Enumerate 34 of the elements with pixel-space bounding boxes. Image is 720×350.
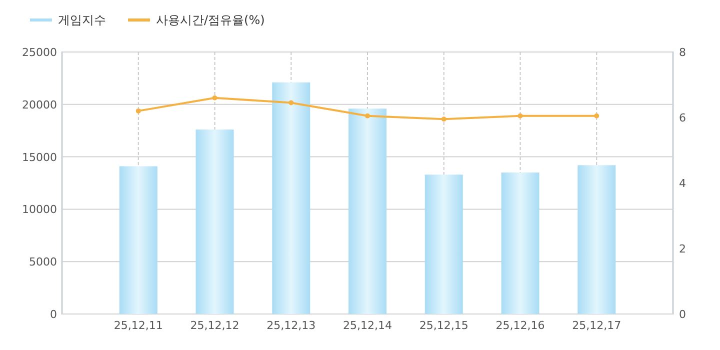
y2-tick-label: 0 xyxy=(679,308,686,321)
legend-label: 게임지수 xyxy=(58,13,106,27)
x-tick-label: 25,12,16 xyxy=(496,319,545,332)
x-tick-label: 25,12,15 xyxy=(419,319,468,332)
x-tick-label: 25,12,12 xyxy=(190,319,240,332)
y2-tick-label: 4 xyxy=(679,177,686,190)
point xyxy=(212,95,218,100)
x-tick-label: 25,12,17 xyxy=(572,319,622,332)
y-tick-label: 5000 xyxy=(29,256,57,269)
bar xyxy=(272,82,310,314)
point xyxy=(441,116,446,122)
point xyxy=(288,100,294,106)
legend-label: 사용시간/점유율(%) xyxy=(156,13,265,27)
bar xyxy=(119,166,158,314)
y-tick-label: 20000 xyxy=(22,98,57,112)
bar xyxy=(578,165,616,314)
x-tick-label: 25,12,11 xyxy=(114,319,163,332)
y-tick-label: 10000 xyxy=(22,203,57,216)
y-tick-label: 0 xyxy=(50,308,57,321)
y-tick-label: 25000 xyxy=(22,46,57,59)
point xyxy=(518,113,523,118)
x-tick-label: 25,12,13 xyxy=(266,319,316,332)
y-tick-label: 15000 xyxy=(22,150,57,164)
bar xyxy=(348,108,386,314)
point xyxy=(136,108,141,114)
y2-tick-label: 2 xyxy=(679,242,686,256)
point xyxy=(365,113,370,118)
x-tick-label: 25,12,14 xyxy=(343,319,392,332)
bar xyxy=(196,130,234,314)
bar xyxy=(424,174,463,314)
bar xyxy=(501,172,540,314)
y2-tick-label: 8 xyxy=(679,46,686,59)
y2-tick-label: 6 xyxy=(679,112,686,124)
point xyxy=(594,113,600,118)
